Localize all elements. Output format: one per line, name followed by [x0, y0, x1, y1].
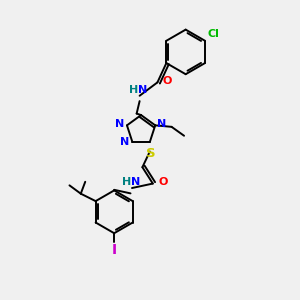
Text: N: N [131, 176, 140, 187]
Text: N: N [138, 85, 147, 95]
Text: N: N [115, 119, 124, 130]
Text: Cl: Cl [207, 29, 219, 39]
Text: H: H [129, 85, 138, 95]
Text: O: O [163, 76, 172, 86]
Text: O: O [158, 177, 167, 187]
Text: N: N [157, 119, 167, 130]
Text: N: N [120, 137, 129, 147]
Text: S: S [146, 147, 155, 160]
Text: H: H [122, 176, 131, 187]
Text: I: I [112, 243, 117, 257]
